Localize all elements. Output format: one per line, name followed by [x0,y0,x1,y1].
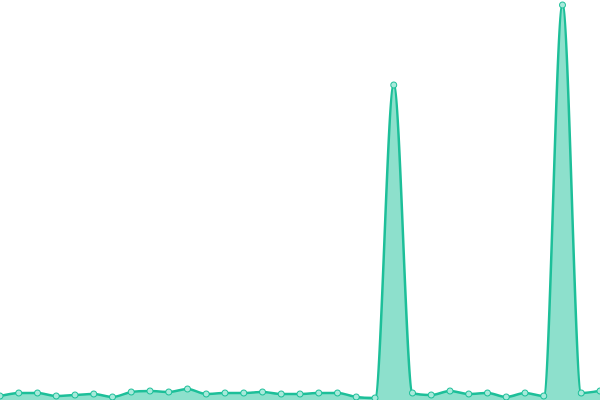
data-point [296,390,304,398]
data-point [315,389,323,397]
area-line [0,3,600,400]
data-point [202,390,210,398]
data-point [52,392,60,400]
data-point [577,389,585,397]
data-point [277,390,285,398]
data-point [221,389,229,397]
data-point [540,392,548,400]
data-point [390,81,398,89]
data-point [71,391,79,399]
data-point [184,385,191,393]
data-point [465,390,473,398]
data-point [559,1,566,9]
data-point [409,389,416,397]
area-fill [0,5,600,400]
data-point [484,389,491,397]
data-point [334,389,341,397]
data-point [109,393,116,400]
data-point [240,389,248,397]
data-point [521,389,529,397]
data-point [165,388,173,396]
data-point [90,390,98,398]
data-point [34,389,41,397]
data-point [427,391,435,399]
data-point [259,388,266,396]
data-point [127,388,135,396]
data-point [146,387,154,395]
data-point [446,387,454,395]
data-point [596,387,600,395]
data-point [502,393,510,400]
data-point [15,389,23,397]
data-point [352,393,360,400]
data-point [0,392,4,400]
data-point [371,394,379,400]
